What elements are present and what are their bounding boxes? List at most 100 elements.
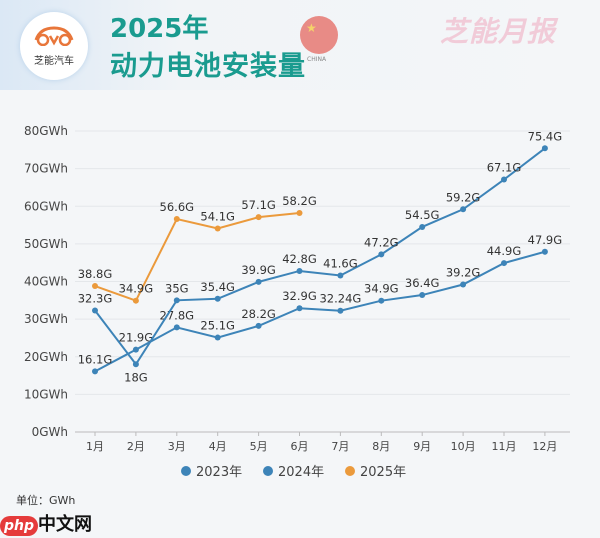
- data-label: 36.4G: [405, 276, 440, 290]
- data-label: 54.1G: [200, 209, 235, 223]
- page-title: 动力电池安装量: [110, 51, 306, 82]
- watermark-text: 中文网: [38, 514, 93, 535]
- flag-label: CHINA: [307, 56, 327, 63]
- series-line-2024年: [94, 147, 546, 367]
- x-tick-label: 1月: [86, 440, 104, 453]
- y-tick-label: 70GWh: [24, 162, 68, 176]
- data-label: 35.4G: [200, 280, 235, 294]
- x-tick-label: 4月: [209, 440, 227, 453]
- data-point: [255, 322, 262, 329]
- logo: 芝能汽车: [20, 12, 88, 80]
- data-label: 32.24G: [319, 292, 361, 306]
- data-label: 34.9G: [364, 282, 399, 296]
- y-tick-label: 40GWh: [24, 275, 68, 289]
- data-label: 67.1G: [487, 161, 522, 175]
- data-point: [92, 307, 98, 314]
- data-point: [337, 272, 344, 279]
- data-point: [214, 295, 221, 302]
- x-tick-label: 8月: [372, 440, 390, 453]
- data-label: 39.9G: [241, 263, 276, 277]
- data-point: [419, 292, 426, 299]
- logo-text: 芝能汽车: [34, 56, 74, 67]
- title-year: 2025年: [110, 14, 209, 44]
- data-point: [214, 334, 221, 341]
- data-label: 54.5G: [405, 208, 440, 222]
- data-label: 18G: [124, 370, 148, 384]
- data-label: 34.9G: [119, 282, 154, 296]
- data-point: [214, 225, 221, 232]
- data-point: [460, 206, 467, 213]
- data-label: 57.1G: [241, 198, 276, 212]
- data-point: [255, 214, 262, 221]
- data-label: 16.1G: [78, 352, 113, 366]
- data-point: [296, 210, 303, 217]
- legend-marker: [345, 466, 355, 476]
- data-label: 35G: [165, 281, 189, 295]
- watermark: php 中文网: [0, 514, 92, 536]
- series-line-2023年: [94, 250, 546, 373]
- y-tick-label: 80GWh: [24, 124, 68, 138]
- x-tick-label: 7月: [331, 440, 349, 453]
- x-tick-label: 5月: [250, 440, 268, 453]
- data-label: 38.8G: [78, 267, 113, 281]
- legend-label: 2025年: [360, 465, 406, 480]
- data-label: 42.8G: [282, 252, 317, 266]
- data-point: [460, 281, 467, 288]
- legend-label: 2024年: [278, 465, 324, 480]
- data-label: 21.9G: [119, 331, 154, 345]
- data-point: [92, 368, 98, 375]
- y-tick-label: 30GWh: [24, 312, 68, 326]
- series-line-2025年: [94, 212, 300, 302]
- data-point: [378, 297, 385, 304]
- data-point: [541, 145, 548, 152]
- data-label: 39.2G: [446, 266, 481, 280]
- legend-marker: [181, 466, 191, 476]
- data-point: [296, 305, 303, 312]
- data-point: [378, 251, 385, 258]
- data-point: [132, 361, 139, 368]
- legend-label: 2023年: [196, 465, 242, 480]
- x-tick-label: 12月: [532, 440, 557, 453]
- y-tick-label: 10GWh: [24, 387, 68, 401]
- data-label: 32.3G: [78, 291, 113, 305]
- data-label: 75.4G: [528, 129, 563, 143]
- data-label: 44.9G: [487, 244, 522, 258]
- header: 芝能汽车 2025年 动力电池安装量 ★ CHINA 芝能月报: [0, 0, 600, 90]
- x-tick-label: 9月: [413, 440, 431, 453]
- data-point: [541, 248, 548, 255]
- data-point: [501, 176, 507, 183]
- data-point: [173, 324, 180, 331]
- data-label: 41.6G: [323, 256, 358, 270]
- x-tick-label: 2月: [127, 440, 145, 453]
- x-tick-label: 6月: [291, 440, 309, 453]
- data-point: [296, 267, 303, 274]
- data-point: [501, 260, 507, 267]
- data-point: [132, 346, 139, 353]
- x-tick-label: 11月: [492, 440, 517, 453]
- data-label: 25.1G: [200, 319, 235, 333]
- y-tick-label: 60GWh: [24, 199, 68, 213]
- data-label: 28.2G: [241, 307, 276, 321]
- data-label: 47.9G: [528, 233, 563, 247]
- data-point: [255, 278, 262, 285]
- data-point: [132, 297, 139, 304]
- brand-logo: 芝能月报: [440, 15, 557, 48]
- y-tick-label: 50GWh: [24, 237, 68, 251]
- data-label: 47.2G: [364, 235, 399, 249]
- data-point: [173, 216, 180, 223]
- data-point: [419, 223, 426, 230]
- data-label: 58.2G: [282, 194, 317, 208]
- x-tick-label: 10月: [451, 440, 476, 453]
- data-label: 27.8G: [160, 308, 195, 322]
- car-logo-icon: [34, 26, 74, 47]
- watermark-badge: php: [0, 516, 39, 536]
- data-label: 56.6G: [160, 200, 195, 214]
- x-tick-label: 3月: [168, 440, 186, 453]
- y-tick-label: 20GWh: [24, 350, 68, 364]
- data-label: 59.2G: [446, 190, 481, 204]
- legend-marker: [263, 466, 273, 476]
- china-flag-icon: ★: [300, 16, 338, 54]
- data-point: [337, 307, 344, 314]
- data-label: 32.9G: [282, 289, 317, 303]
